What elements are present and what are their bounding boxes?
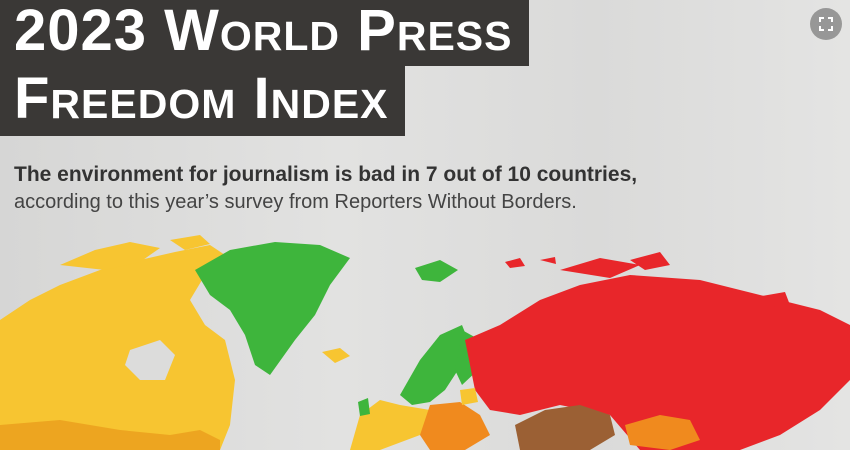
subtitle: according to this year’s survey from Rep…	[14, 191, 577, 213]
title-line: Freedom Index	[0, 66, 405, 136]
russia	[465, 275, 850, 450]
canada	[0, 245, 235, 450]
title-line: 2023 World Press	[0, 0, 529, 66]
arctic-islands	[60, 235, 210, 270]
eastern-europe	[420, 402, 490, 450]
world-map	[0, 235, 850, 450]
fullscreen-button[interactable]	[810, 8, 842, 40]
usa	[0, 420, 220, 450]
svalbard	[415, 260, 458, 282]
western-europe	[350, 400, 445, 450]
hudson-bay	[125, 340, 175, 380]
baltics	[460, 388, 478, 405]
kazakhstan	[515, 405, 615, 450]
iceland	[322, 348, 350, 363]
scandinavia	[400, 325, 470, 405]
mongolia	[625, 415, 700, 450]
subtitle-bold: The environment for journalism is bad in…	[14, 163, 638, 186]
uk	[358, 398, 370, 416]
russia-islands	[505, 252, 790, 308]
fullscreen-icon	[819, 17, 833, 31]
greenland	[195, 242, 350, 375]
